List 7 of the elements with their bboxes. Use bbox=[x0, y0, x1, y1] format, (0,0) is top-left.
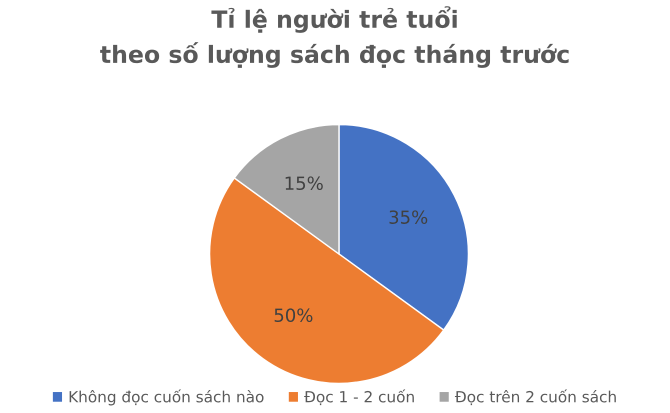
legend-label: Không đọc cuốn sách nào bbox=[70, 389, 264, 406]
data-label: 50% bbox=[274, 308, 312, 322]
legend-label: Đọc 1 - 2 cuốn bbox=[304, 389, 414, 406]
chart-title: Tỉ lệ người trẻ tuổi theo số lượng sách đọc tháng trước bbox=[100, 6, 569, 68]
legend-label: Đọc trên 2 cuốn sách bbox=[454, 389, 616, 406]
data-label: 15% bbox=[286, 176, 323, 190]
data-label: 35% bbox=[389, 210, 428, 224]
